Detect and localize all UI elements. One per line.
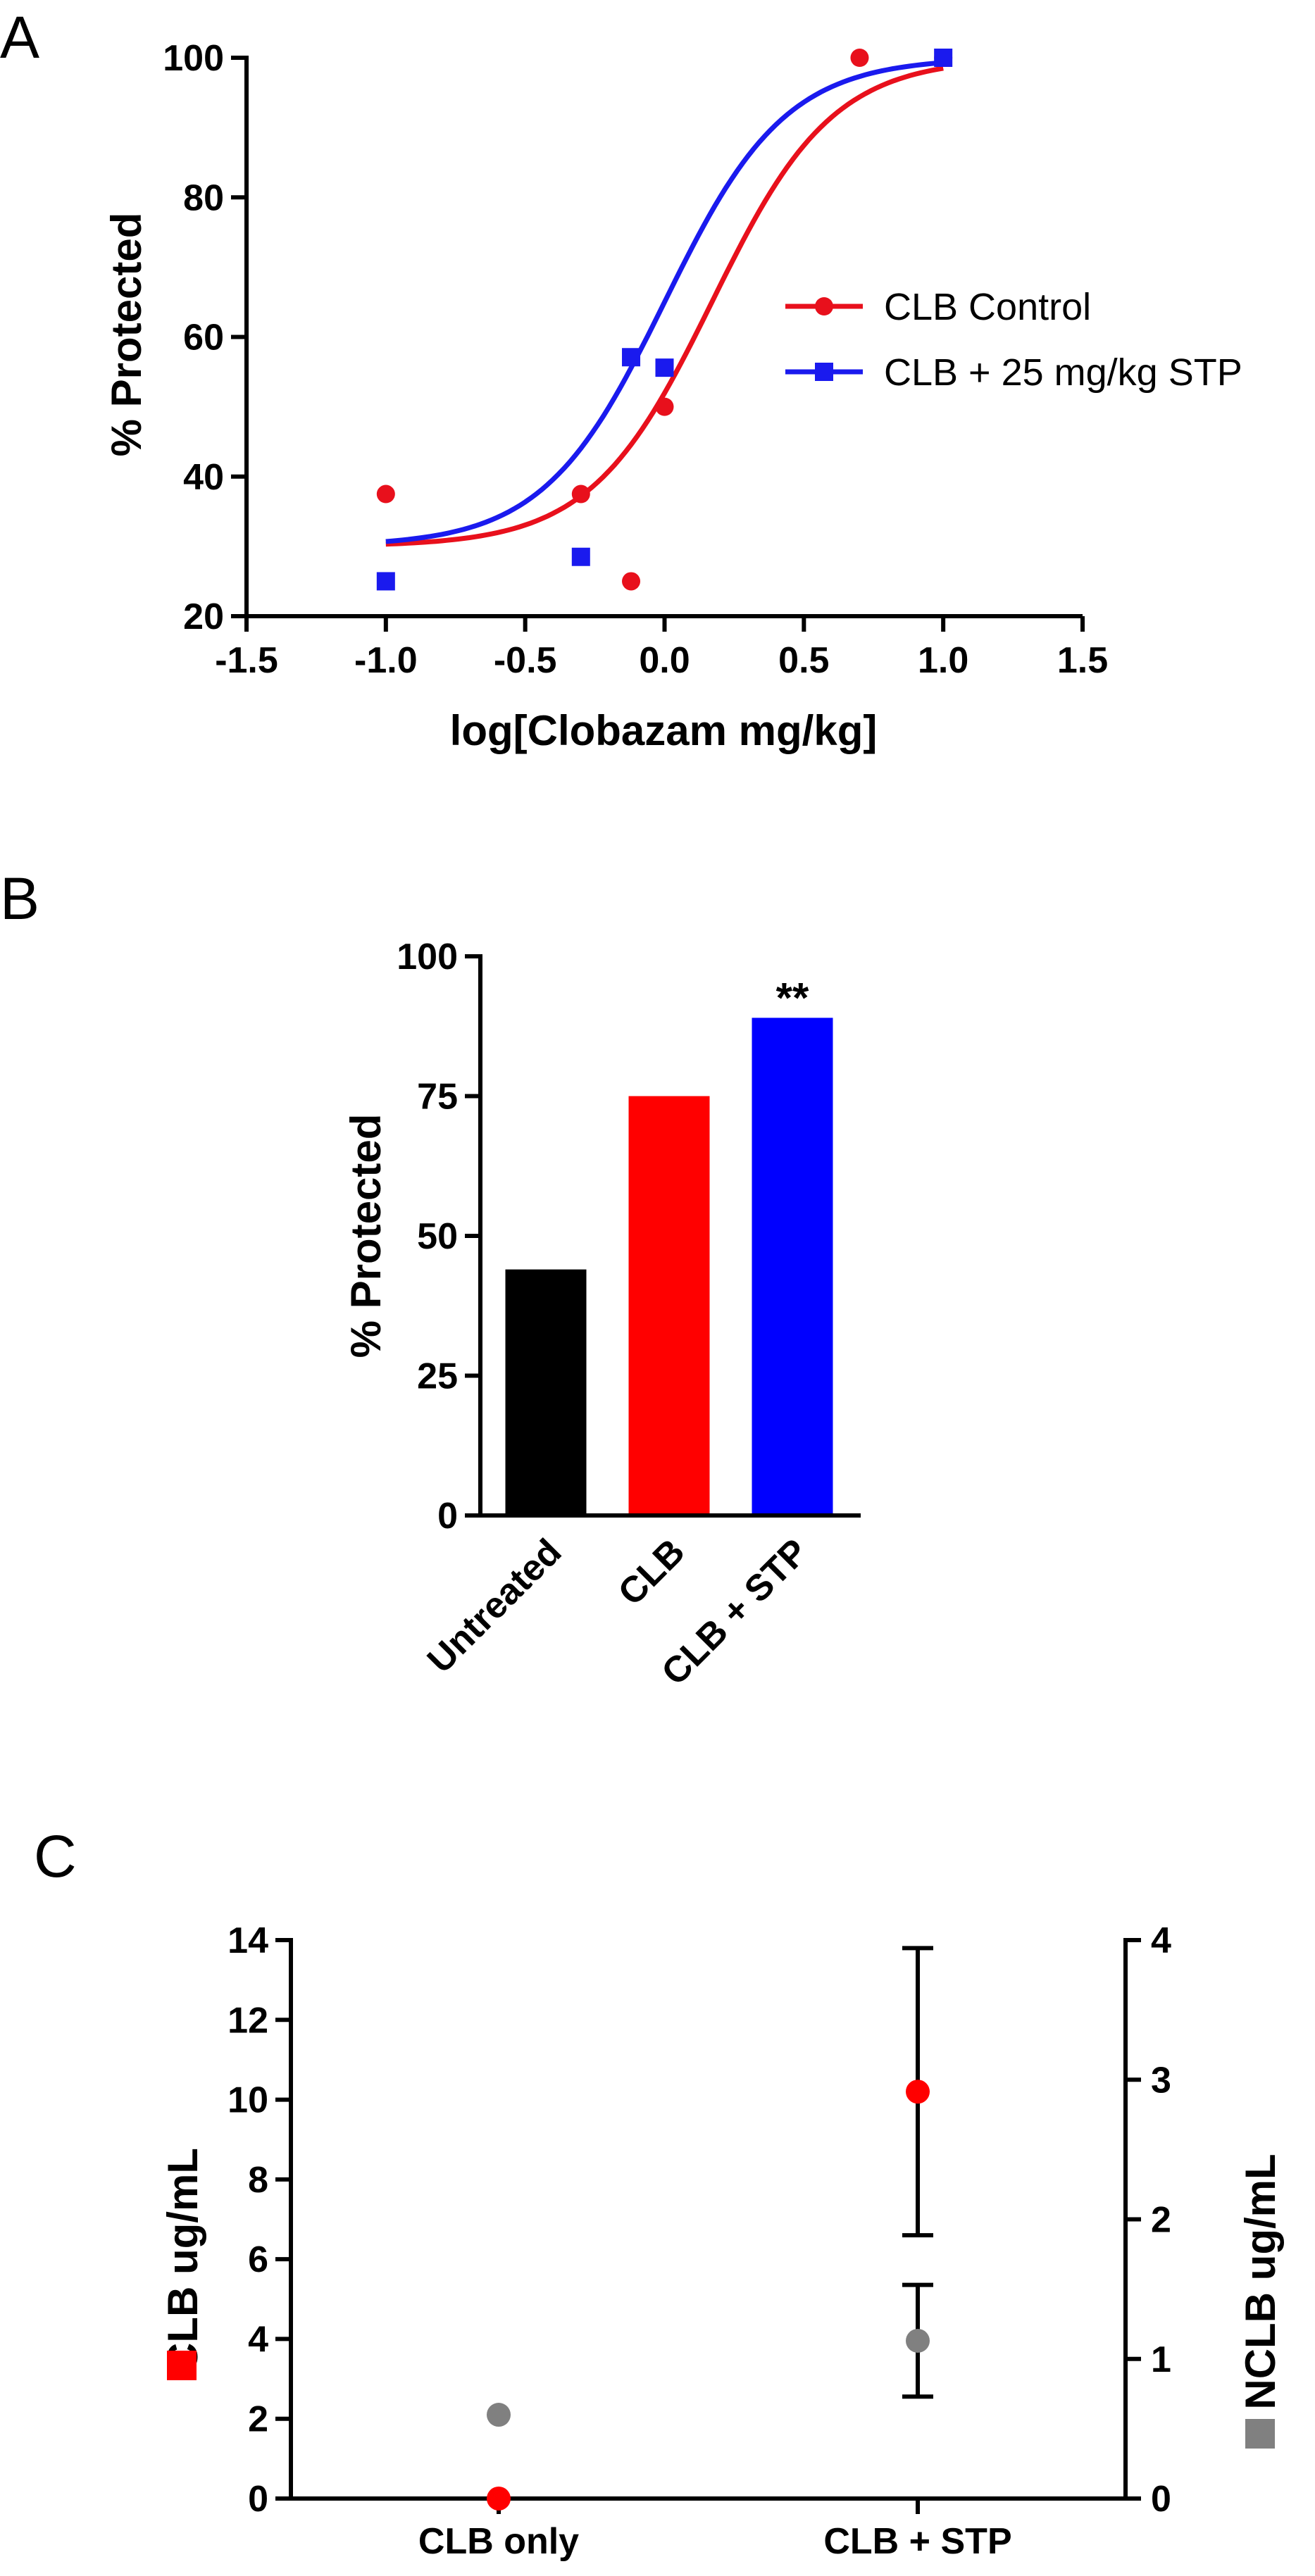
data-point-clb [487,2487,511,2511]
c-y-axis-title-left: CLB ug/mL [159,2148,206,2373]
data-point-clb-25-mg-kg-stp [934,49,953,67]
c-right-tick-label: 2 [1151,2200,1171,2241]
data-point-clb-25-mg-kg-stp [655,358,674,377]
panel-b-letter: B [0,865,39,932]
b-y-tick-label: 75 [417,1077,458,1118]
c-data-points [487,1946,933,2511]
a-x-tick-label: -1.5 [215,640,278,681]
a-y-tick-label: 100 [163,38,224,79]
a-fit-curves [385,60,944,547]
b-y-tick-label: 100 [397,937,458,977]
a-x-tick-label: 0.0 [639,640,690,681]
c-left-tick-label: 6 [248,2239,268,2280]
bar-untreated [505,1269,587,1515]
a-x-tick-label: 1.5 [1057,640,1108,681]
legend-label-clb-control: CLB Control [884,286,1091,328]
c-left-tick-label: 8 [248,2160,268,2201]
c-left-tick-label: 2 [248,2399,268,2440]
data-point-clb-control [850,49,869,67]
b-x-tick-label: CLB [611,1531,693,1613]
a-data-points [376,49,953,591]
c-left-tick-label: 12 [228,2000,268,2041]
c-left-axis-title: CLB ug/mL [159,2148,206,2380]
b-y-tick-label: 0 [437,1496,458,1537]
c-left-tick-label: 10 [228,2080,268,2121]
b-y-axis-title: % Protected [342,1114,389,1358]
a-y-axis-title: % Protected [103,213,150,457]
a-x-tick-label: -0.5 [494,640,557,681]
legend-marker-clb-control [815,297,833,315]
c-right-tick-label: 0 [1151,2479,1171,2520]
data-point-clb-control [376,484,395,504]
c-right-axis-legend-square [1245,2419,1275,2449]
c-right-tick-label: 4 [1151,1920,1171,1961]
data-point-nclb [906,2328,930,2353]
a-y-tick-label: 20 [183,596,224,637]
data-point-clb-25-mg-kg-stp [376,572,395,591]
b-x-tick-label: Untreated [420,1531,570,1681]
a-y-tick-label: 40 [183,457,224,498]
a-legend: CLB Control CLB + 25 mg/kg STP [785,286,1242,394]
a-axes: 20 40 60 80 100 -1.5 -1.0 -0.5 0.0 0.5 1.0 1.5 [163,38,1108,681]
data-point-clb-25-mg-kg-stp [571,547,590,566]
c-left-tick-label: 4 [248,2319,268,2360]
significance-marker: ** [776,974,809,1021]
c-left-tick-label: 14 [228,1920,268,1961]
data-point-clb-control [622,572,641,591]
a-y-tick-label: 60 [183,318,224,358]
data-point-nclb [487,2403,511,2427]
a-x-tick-label: -1.0 [354,640,418,681]
b-bars: ** [505,974,833,1515]
data-point-clb-control [655,397,674,416]
c-right-tick-label: 1 [1151,2339,1171,2380]
c-x-tick-label: CLB only [418,2521,579,2562]
legend-label-clb-stp: CLB + 25 mg/kg STP [884,351,1242,394]
c-left-tick-label: 0 [248,2479,268,2520]
a-x-tick-label: 0.5 [778,640,829,681]
fit-curve-clb-25-mg-kg-stp [385,60,944,544]
a-x-axis-title: log[Clobazam mg/kg] [450,707,878,754]
bar-clb-stp [752,1018,833,1515]
c-x-tick-label: CLB + STP [823,2521,1011,2562]
data-point-clb-25-mg-kg-stp [622,348,641,367]
data-point-clb [906,2080,930,2104]
b-y-tick-label: 50 [417,1216,458,1257]
data-point-clb-control [571,484,590,504]
c-left-axis-legend-square [167,2351,197,2380]
panel-a-dose-response-chart: A 20 40 60 80 100 -1.5 -1.0 -0.5 0.0 0.5 1.0 1.5 lo… [0,4,1242,754]
a-y-tick-label: 80 [183,177,224,218]
c-y-axis-title-right: NCLB ug/mL [1237,2153,1284,2409]
c-right-tick-label: 3 [1151,2060,1171,2101]
bar-clb [628,1096,710,1515]
b-y-tick-label: 25 [417,1356,458,1397]
a-x-tick-label: 1.0 [918,640,968,681]
c-right-axis-title: NCLB ug/mL [1237,2153,1284,2449]
legend-marker-clb-stp [815,363,833,381]
fit-curve-clb-control [385,65,944,547]
panel-a-letter: A [0,4,39,70]
panel-c-letter: C [34,1823,77,1889]
